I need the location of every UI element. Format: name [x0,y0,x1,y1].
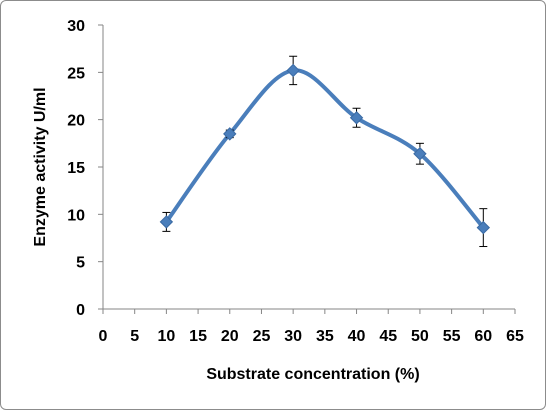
data-point-marker [159,215,174,229]
x-tick-label: 25 [253,328,271,345]
x-tick-label: 55 [443,328,461,345]
y-tick-label: 25 [67,65,85,82]
y-tick-label: 20 [67,113,85,130]
y-tick-label: 30 [67,18,85,35]
x-tick-label: 5 [130,328,139,345]
data-point-marker [476,220,491,235]
x-tick-label: 50 [411,328,429,345]
x-axis: 0 5 10 15 20 25 30 35 40 45 50 55 60 65 [99,308,524,345]
x-tick-label: 15 [189,328,207,345]
y-tick-label: 15 [67,160,85,177]
y-tick-label: 5 [76,255,85,272]
y-tick-label: 10 [67,207,85,224]
data-point-marker [413,147,427,161]
x-tick-label: 0 [99,328,108,345]
data-point-marker [349,111,364,125]
y-axis-title: Enzyme activity U/ml [32,87,49,246]
x-tick-label: 65 [506,328,524,345]
data-point-marker [286,63,300,78]
x-tick-label: 40 [348,328,366,345]
data-point-marker [223,127,237,141]
x-tick-label: 20 [221,328,239,345]
y-axis: 0 5 10 15 20 25 30 [67,18,104,319]
x-tick-label: 60 [474,328,492,345]
x-tick-label: 45 [379,328,397,345]
y-tick-label: 0 [76,302,85,319]
x-axis-title: Substrate concentration (%) [206,366,419,383]
x-tick-label: 30 [284,328,302,345]
x-tick-label: 10 [157,328,175,345]
series-line [164,68,485,229]
x-tick-label: 35 [316,328,334,345]
